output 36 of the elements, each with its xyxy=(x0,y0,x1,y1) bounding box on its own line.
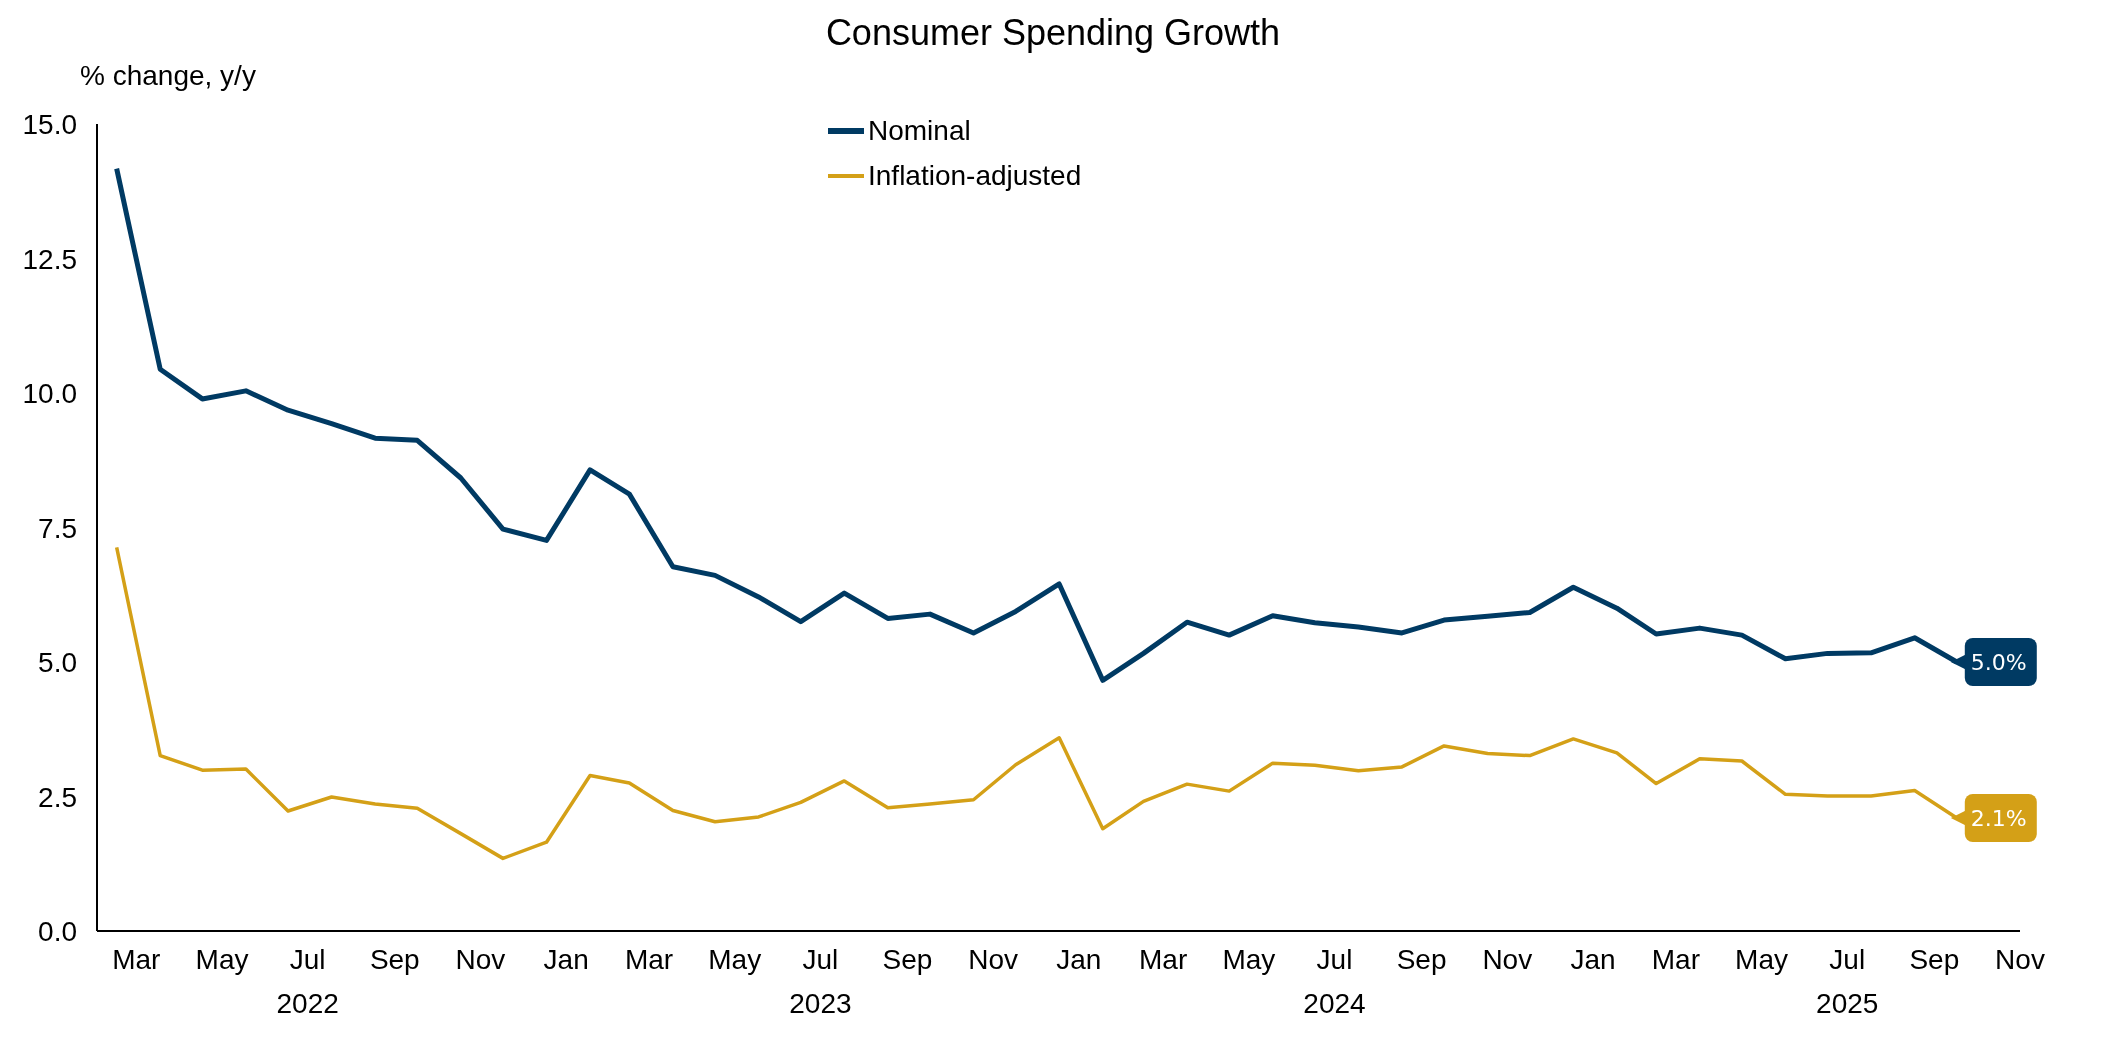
legend-label: Inflation-adjusted xyxy=(868,159,1082,193)
x-tick-label: May xyxy=(1222,944,1276,975)
x-tick-label: Jul 2023 xyxy=(789,944,852,1019)
x-tick-label: Sep xyxy=(1909,944,1960,975)
x-tick-label: Jul 2024 xyxy=(1303,944,1366,1019)
y-tick-label: 12.5 xyxy=(22,243,77,275)
x-tick-label: Jan xyxy=(1056,944,1102,975)
x-tick-label: May xyxy=(1735,944,1788,975)
x-tick-label: May xyxy=(195,944,249,975)
x-tick-label: Sep xyxy=(1396,944,1447,975)
x-tick-label: Mar xyxy=(1139,944,1188,975)
x-tick-label: Jan xyxy=(1570,944,1616,975)
chart-title: Consumer Spending Growth xyxy=(824,11,1282,55)
x-tick-label: Jan xyxy=(543,944,589,975)
x-tick-label: Nov xyxy=(968,944,1019,975)
data-label: 2.1% xyxy=(1970,806,2027,832)
y-tick-label: 15.0 xyxy=(22,109,77,140)
y-tick-label: 2.5 xyxy=(38,781,77,813)
x-tick-label: Nov xyxy=(1995,944,2045,975)
y-tick-label: 5.0 xyxy=(38,647,77,678)
y-tick-label: 7.5 xyxy=(38,512,77,544)
y-tick-label: 10.0 xyxy=(22,378,77,409)
data-label: 5.0% xyxy=(1970,650,2027,675)
x-tick-label: Mar xyxy=(112,944,161,975)
x-tick-label: Jul 2025 xyxy=(1816,944,1879,1019)
x-tick-label: Sep xyxy=(369,944,420,975)
x-tick-label: Nov xyxy=(455,944,506,975)
x-tick-label: Jul 2022 xyxy=(276,944,339,1019)
y-tick-label: 0.0 xyxy=(38,916,77,947)
x-tick-label: Mar xyxy=(1651,944,1700,975)
y-axis-title: % change, y/y xyxy=(80,60,256,92)
x-tick-label: Mar xyxy=(624,944,674,975)
x-tick-label: May xyxy=(708,944,762,975)
x-tick-label: Sep xyxy=(882,944,933,975)
legend-label: Nominal xyxy=(868,114,971,148)
x-tick-label: Nov xyxy=(1482,944,1533,975)
